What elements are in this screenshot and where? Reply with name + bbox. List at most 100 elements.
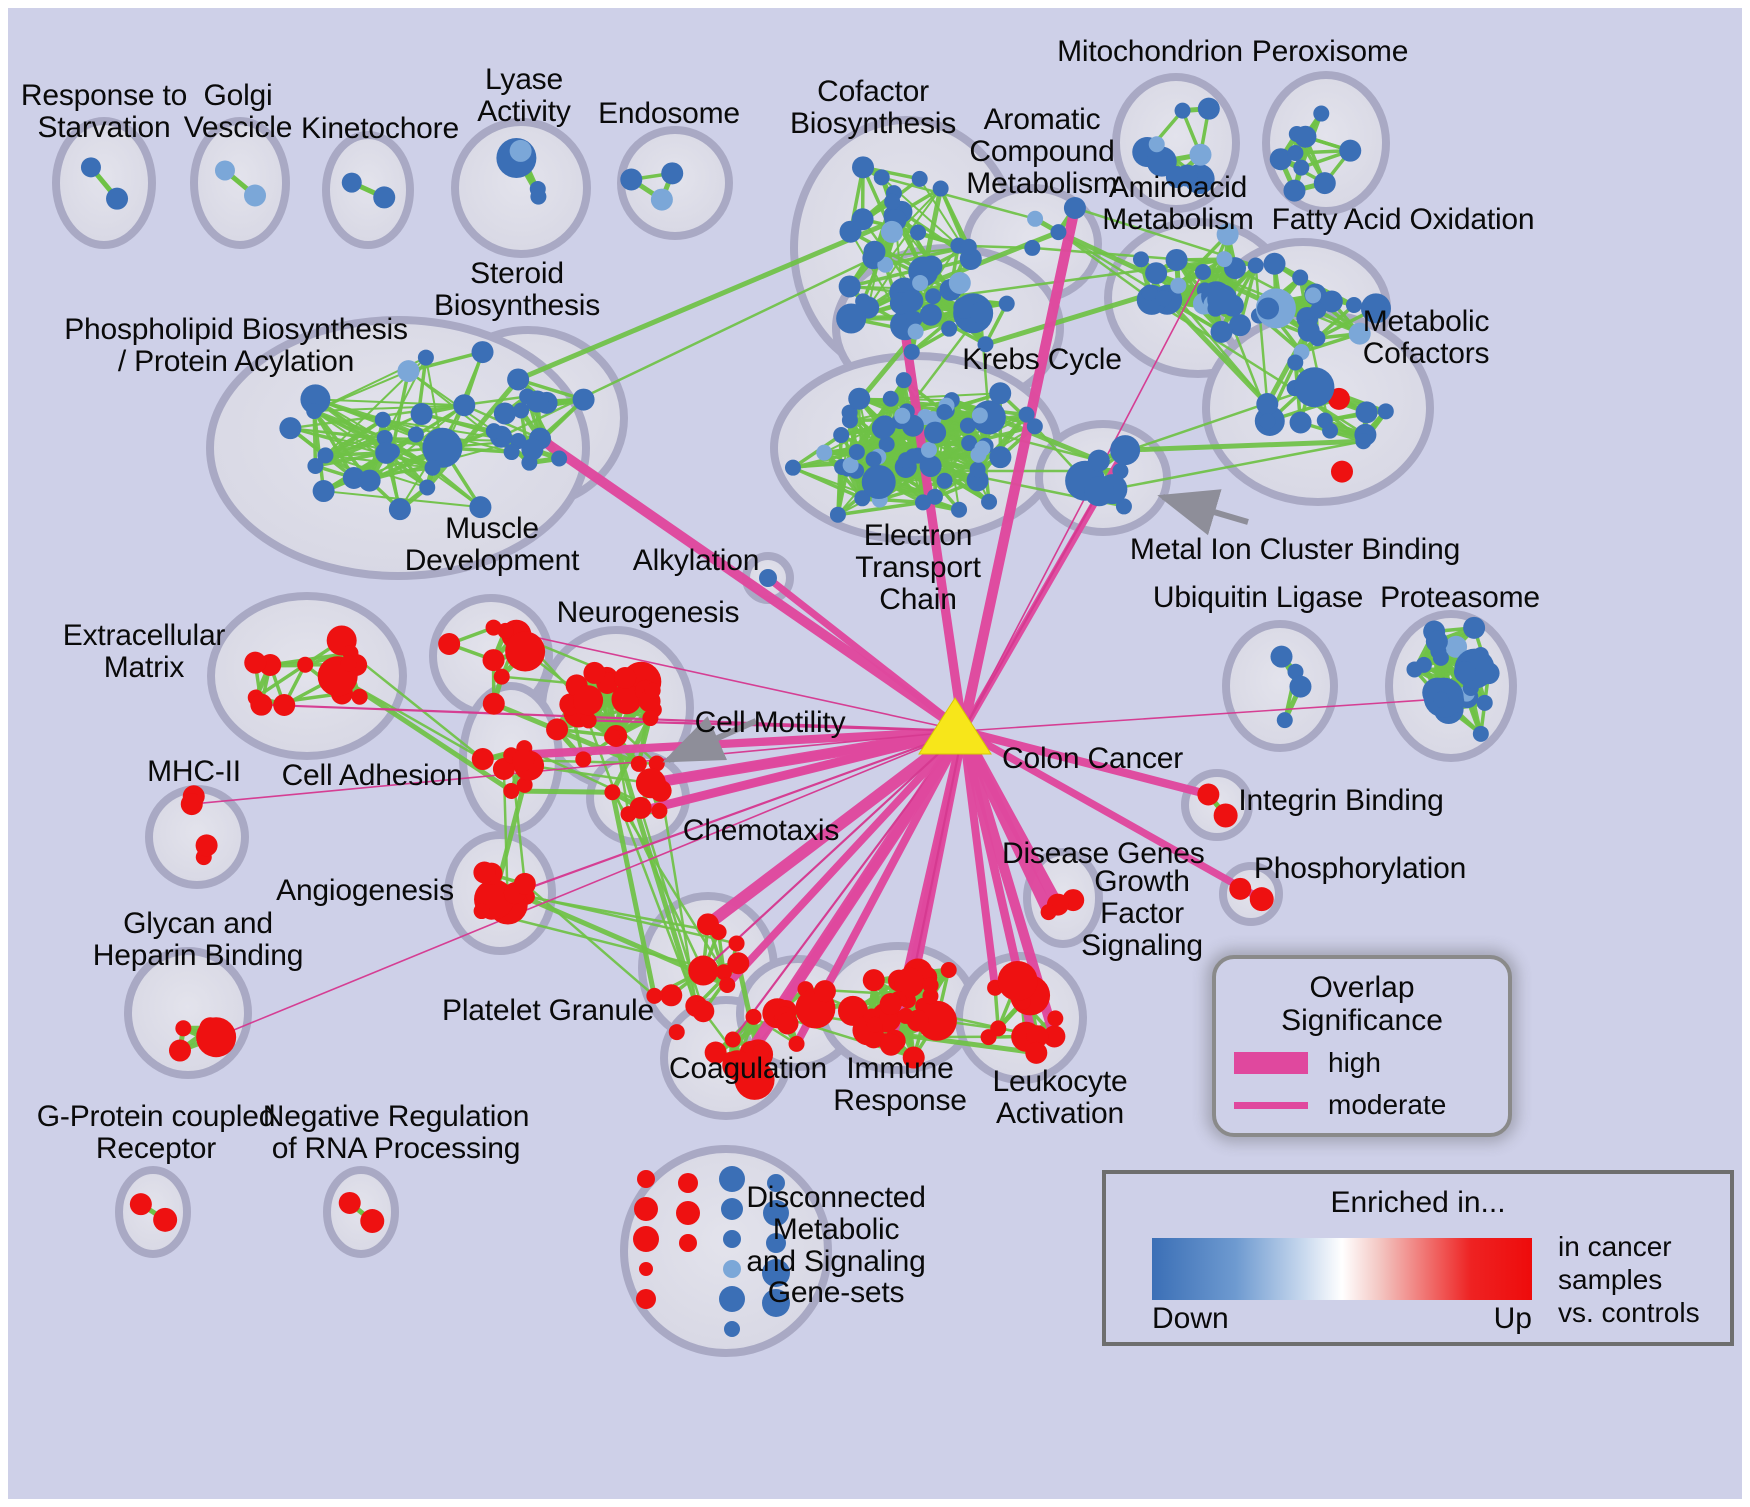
gene-set-node[interactable] bbox=[865, 451, 882, 468]
gene-set-node[interactable] bbox=[816, 444, 833, 461]
gene-set-node[interactable] bbox=[1018, 406, 1035, 423]
gene-set-node[interactable] bbox=[546, 718, 569, 741]
gene-set-node[interactable] bbox=[981, 493, 998, 510]
gene-set-node[interactable] bbox=[422, 427, 463, 468]
gene-set-node[interactable] bbox=[1360, 293, 1391, 324]
gene-set-node[interactable] bbox=[168, 1039, 191, 1062]
gene-set-node[interactable] bbox=[678, 1173, 698, 1193]
gene-set-node[interactable] bbox=[719, 1286, 745, 1312]
gene-set-node[interactable] bbox=[1415, 656, 1432, 673]
gene-set-node[interactable] bbox=[1432, 649, 1449, 666]
gene-set-node[interactable] bbox=[894, 967, 925, 998]
gene-set-node[interactable] bbox=[1063, 196, 1086, 219]
cluster-blob-mitochondrion[interactable] bbox=[1112, 73, 1240, 213]
gene-set-node[interactable] bbox=[880, 220, 903, 243]
gene-set-node[interactable] bbox=[1289, 411, 1312, 434]
gene-set-node[interactable] bbox=[648, 755, 665, 772]
gene-set-node[interactable] bbox=[419, 479, 436, 496]
gene-set-node[interactable] bbox=[1197, 783, 1220, 806]
gene-set-node[interactable] bbox=[583, 661, 606, 684]
gene-set-node[interactable] bbox=[635, 768, 666, 799]
gene-set-node[interactable] bbox=[901, 289, 924, 312]
gene-set-node[interactable] bbox=[719, 976, 736, 993]
gene-set-node[interactable] bbox=[1276, 712, 1293, 729]
gene-set-node[interactable] bbox=[1155, 290, 1172, 307]
gene-set-node[interactable] bbox=[1283, 179, 1306, 202]
gene-set-node[interactable] bbox=[620, 806, 637, 823]
gene-set-node[interactable] bbox=[767, 1174, 785, 1192]
gene-set-node[interactable] bbox=[915, 494, 932, 511]
gene-set-node[interactable] bbox=[919, 303, 942, 326]
gene-set-node[interactable] bbox=[473, 903, 490, 920]
gene-set-node[interactable] bbox=[905, 448, 922, 465]
gene-set-node[interactable] bbox=[1472, 725, 1489, 742]
gene-set-node[interactable] bbox=[1216, 251, 1233, 268]
gene-set-node[interactable] bbox=[80, 157, 101, 178]
gene-set-node[interactable] bbox=[715, 964, 732, 981]
gene-set-node[interactable] bbox=[1213, 803, 1238, 828]
gene-set-node[interactable] bbox=[679, 1234, 697, 1252]
gene-set-node[interactable] bbox=[903, 343, 920, 360]
gene-set-node[interactable] bbox=[407, 426, 424, 443]
gene-set-node[interactable] bbox=[660, 984, 683, 1007]
gene-set-node[interactable] bbox=[244, 184, 267, 207]
gene-set-node[interactable] bbox=[1259, 413, 1276, 430]
gene-set-node[interactable] bbox=[948, 272, 971, 295]
gene-set-node[interactable] bbox=[1027, 210, 1044, 227]
gene-set-node[interactable] bbox=[906, 311, 923, 328]
gene-set-node[interactable] bbox=[897, 1007, 914, 1024]
gene-set-node[interactable] bbox=[551, 450, 568, 467]
gene-set-node[interactable] bbox=[1289, 675, 1312, 698]
gene-set-node[interactable] bbox=[493, 668, 510, 685]
gene-set-node[interactable] bbox=[503, 444, 520, 461]
gene-set-node[interactable] bbox=[1207, 284, 1238, 315]
gene-set-node[interactable] bbox=[989, 382, 1012, 405]
gene-set-node[interactable] bbox=[614, 667, 637, 690]
gene-set-node[interactable] bbox=[1293, 159, 1310, 176]
gene-set-node[interactable] bbox=[1287, 144, 1304, 161]
gene-set-node[interactable] bbox=[902, 1046, 925, 1069]
gene-set-node[interactable] bbox=[1269, 148, 1292, 171]
gene-set-node[interactable] bbox=[513, 402, 530, 419]
gene-set-node[interactable] bbox=[776, 1012, 799, 1035]
gene-set-node[interactable] bbox=[668, 1024, 685, 1041]
gene-set-node[interactable] bbox=[692, 1000, 715, 1023]
gene-set-node[interactable] bbox=[1320, 290, 1343, 313]
gene-set-node[interactable] bbox=[1294, 125, 1317, 148]
gene-set-node[interactable] bbox=[911, 170, 928, 187]
gene-set-node[interactable] bbox=[854, 490, 871, 507]
gene-set-node[interactable] bbox=[1453, 661, 1476, 684]
gene-set-node[interactable] bbox=[482, 692, 505, 715]
gene-set-node[interactable] bbox=[214, 160, 235, 181]
gene-set-node[interactable] bbox=[438, 633, 461, 656]
gene-set-node[interactable] bbox=[833, 427, 850, 444]
gene-set-node[interactable] bbox=[373, 186, 396, 209]
gene-set-node[interactable] bbox=[453, 394, 476, 417]
gene-set-node[interactable] bbox=[910, 224, 927, 241]
gene-set-node[interactable] bbox=[997, 960, 1038, 1001]
gene-set-node[interactable] bbox=[473, 861, 496, 884]
gene-set-node[interactable] bbox=[471, 748, 494, 771]
gene-set-node[interactable] bbox=[925, 288, 942, 305]
gene-set-node[interactable] bbox=[1026, 1025, 1049, 1048]
gene-set-node[interactable] bbox=[836, 303, 867, 334]
gene-set-node[interactable] bbox=[920, 441, 937, 458]
gene-set-node[interactable] bbox=[644, 682, 661, 699]
gene-set-node[interactable] bbox=[723, 1260, 741, 1278]
gene-set-node[interactable] bbox=[1247, 257, 1264, 274]
gene-set-node[interactable] bbox=[879, 993, 902, 1016]
gene-set-node[interactable] bbox=[919, 455, 942, 478]
gene-set-node[interactable] bbox=[1195, 264, 1212, 281]
gene-set-node[interactable] bbox=[1229, 877, 1252, 900]
gene-set-node[interactable] bbox=[1297, 319, 1320, 342]
gene-set-node[interactable] bbox=[932, 180, 949, 197]
gene-set-node[interactable] bbox=[829, 506, 846, 523]
gene-set-node[interactable] bbox=[642, 710, 659, 727]
gene-set-node[interactable] bbox=[1110, 435, 1141, 466]
gene-set-node[interactable] bbox=[1047, 1010, 1064, 1027]
gene-set-node[interactable] bbox=[848, 387, 871, 410]
gene-set-node[interactable] bbox=[1216, 223, 1239, 246]
gene-set-node[interactable] bbox=[1313, 172, 1336, 195]
gene-set-node[interactable] bbox=[998, 295, 1015, 312]
gene-set-node[interactable] bbox=[959, 417, 976, 434]
